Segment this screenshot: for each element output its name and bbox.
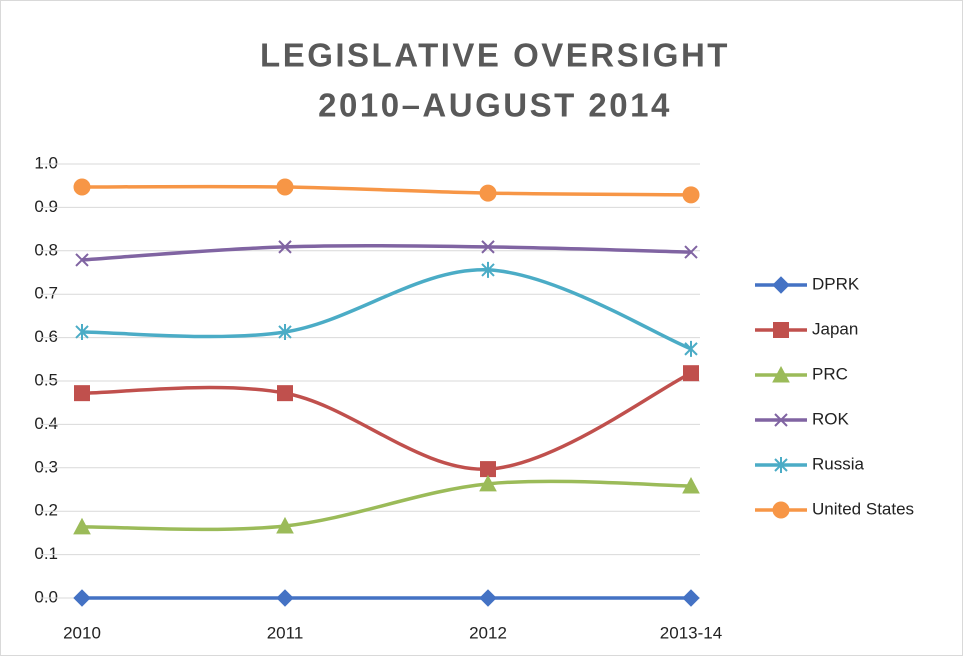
legend-label: United States <box>812 499 914 518</box>
y-tick-label: 0.7 <box>34 284 58 303</box>
legend-label: Russia <box>812 454 865 473</box>
data-point <box>276 589 294 607</box>
x-tick-label: 2011 <box>267 623 304 642</box>
y-tick-label: 0.5 <box>34 370 58 389</box>
y-tick-label: 0.2 <box>34 501 58 520</box>
series-line <box>81 268 692 351</box>
data-point <box>684 245 698 259</box>
data-point <box>480 461 496 478</box>
legend-marker <box>774 413 788 427</box>
data-point <box>277 385 293 402</box>
chart-title: LEGISLATIVE OVERSIGHT <box>260 37 730 74</box>
y-tick-label: 0.6 <box>34 327 58 346</box>
data-point <box>73 517 91 535</box>
y-tick-label: 0.1 <box>34 544 58 563</box>
x-tick-label: 2012 <box>469 623 507 642</box>
legend-marker <box>773 322 789 338</box>
legend-label: ROK <box>812 409 850 428</box>
data-point <box>479 589 497 607</box>
data-point <box>75 323 89 340</box>
data-point <box>74 385 90 402</box>
series-line <box>81 371 692 471</box>
data-point <box>481 240 495 254</box>
data-point <box>479 184 497 202</box>
data-point <box>278 323 292 340</box>
series-line <box>81 243 692 262</box>
legend-marker <box>772 501 790 519</box>
x-tick-label: 2010 <box>63 623 101 642</box>
data-point <box>682 476 700 494</box>
x-tick-label: 2013-14 <box>660 623 722 642</box>
y-tick-label: 0.9 <box>34 197 58 216</box>
chart-title: 2010–AUGUST 2014 <box>318 87 672 124</box>
data-point <box>276 516 294 534</box>
series-line <box>81 479 692 532</box>
data-point <box>73 178 91 196</box>
legend-marker <box>772 365 790 383</box>
legend-label: Japan <box>812 319 858 338</box>
y-tick-label: 1.0 <box>34 153 58 172</box>
series-line <box>81 184 692 197</box>
data-point <box>682 589 700 607</box>
data-point <box>481 261 495 278</box>
data-point <box>682 186 700 204</box>
data-point <box>278 240 292 254</box>
y-tick-label: 0.4 <box>34 414 58 433</box>
y-tick-label: 0.3 <box>34 457 58 476</box>
data-point <box>683 365 699 382</box>
data-point <box>479 474 497 492</box>
legend-label: PRC <box>812 364 848 383</box>
legend-marker <box>774 457 788 473</box>
legend-marker <box>772 276 790 294</box>
y-tick-label: 0.8 <box>34 240 58 259</box>
data-point <box>73 589 91 607</box>
data-point <box>684 340 698 357</box>
data-point <box>276 178 294 196</box>
data-point <box>75 253 89 267</box>
y-tick-label: 0.0 <box>34 587 58 606</box>
legend-label: DPRK <box>812 274 860 293</box>
